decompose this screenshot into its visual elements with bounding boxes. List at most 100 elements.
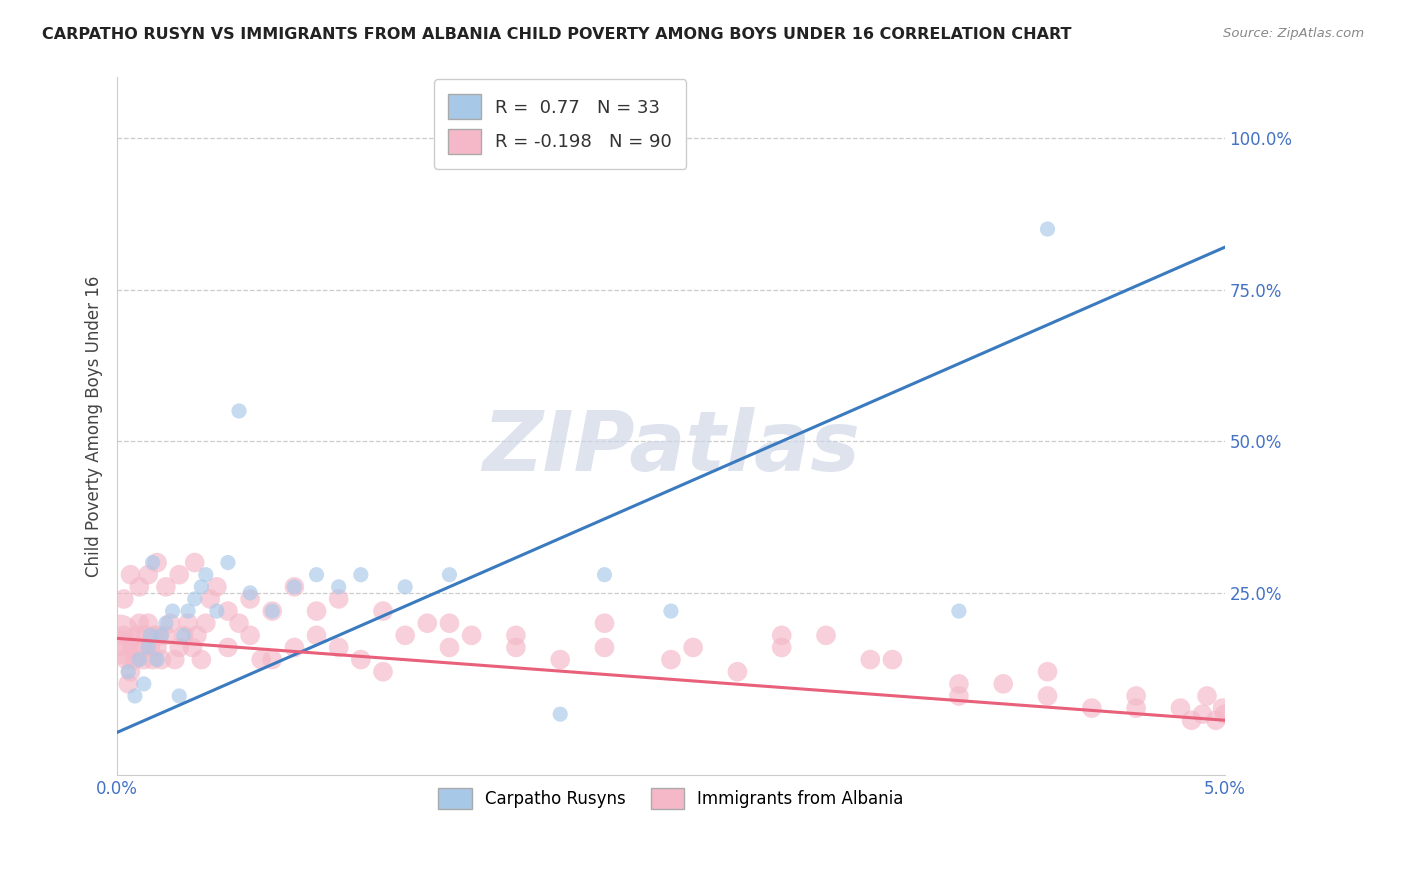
Point <box>439 567 461 582</box>
Point <box>948 677 970 691</box>
Point <box>163 652 186 666</box>
Point <box>770 628 793 642</box>
Point <box>239 591 262 606</box>
Point <box>328 580 350 594</box>
Point <box>350 567 373 582</box>
Y-axis label: Child Poverty Among Boys Under 16: Child Poverty Among Boys Under 16 <box>86 276 103 577</box>
Point <box>1213 707 1236 722</box>
Point <box>239 628 262 642</box>
Point <box>146 640 169 655</box>
Point <box>142 652 165 666</box>
Point <box>194 616 217 631</box>
Point <box>350 652 373 666</box>
Point <box>177 616 200 631</box>
Point <box>142 556 165 570</box>
Point <box>305 628 328 642</box>
Point <box>593 640 616 655</box>
Point <box>993 677 1015 691</box>
Point <box>121 640 143 655</box>
Point <box>139 628 162 642</box>
Point <box>200 591 222 606</box>
Point <box>948 689 970 703</box>
Point <box>394 628 416 642</box>
Point <box>143 628 166 642</box>
Point <box>505 628 527 642</box>
Point <box>262 604 284 618</box>
Point <box>127 628 149 642</box>
Point <box>167 689 190 703</box>
Point <box>305 604 328 618</box>
Point <box>183 556 205 570</box>
Point <box>111 640 134 655</box>
Point <box>117 665 139 679</box>
Point <box>136 640 159 655</box>
Point <box>128 580 150 594</box>
Point <box>725 665 748 679</box>
Point <box>1170 701 1192 715</box>
Point <box>217 556 239 570</box>
Point <box>136 616 159 631</box>
Point <box>439 616 461 631</box>
Point <box>439 640 461 655</box>
Point <box>181 640 204 655</box>
Point <box>128 652 150 666</box>
Point <box>117 677 139 691</box>
Point <box>120 567 142 582</box>
Point <box>1125 701 1147 715</box>
Point <box>948 604 970 618</box>
Point <box>217 604 239 618</box>
Point <box>108 628 131 642</box>
Point <box>283 640 305 655</box>
Point <box>593 616 616 631</box>
Point <box>135 628 157 642</box>
Point <box>139 640 162 655</box>
Point <box>194 567 217 582</box>
Point <box>770 640 793 655</box>
Point <box>190 652 212 666</box>
Point <box>146 652 169 666</box>
Text: Source: ZipAtlas.com: Source: ZipAtlas.com <box>1223 27 1364 40</box>
Point <box>205 580 228 594</box>
Point <box>112 628 135 642</box>
Point <box>548 652 571 666</box>
Point <box>150 628 173 642</box>
Point <box>328 591 350 606</box>
Point <box>882 652 904 666</box>
Point <box>659 604 682 618</box>
Point <box>460 628 482 642</box>
Point <box>128 616 150 631</box>
Point <box>548 707 571 722</box>
Point <box>1195 689 1218 703</box>
Point <box>186 628 208 642</box>
Point <box>136 567 159 582</box>
Point <box>148 628 170 642</box>
Point <box>228 404 250 418</box>
Point <box>505 640 527 655</box>
Point <box>1180 713 1202 727</box>
Point <box>155 628 177 642</box>
Point <box>155 616 177 631</box>
Point <box>1036 665 1059 679</box>
Point <box>120 665 142 679</box>
Point <box>124 689 146 703</box>
Point <box>132 652 155 666</box>
Point <box>173 628 195 642</box>
Point <box>593 567 616 582</box>
Point <box>262 604 284 618</box>
Point <box>155 580 177 594</box>
Point <box>132 677 155 691</box>
Point <box>1081 701 1104 715</box>
Point <box>239 586 262 600</box>
Point <box>659 652 682 666</box>
Point <box>1036 689 1059 703</box>
Point <box>177 604 200 618</box>
Point <box>183 591 205 606</box>
Point <box>131 640 153 655</box>
Point <box>124 652 146 666</box>
Point <box>115 652 138 666</box>
Point <box>205 604 228 618</box>
Point <box>283 580 305 594</box>
Point <box>162 604 184 618</box>
Point <box>173 628 195 642</box>
Point <box>682 640 704 655</box>
